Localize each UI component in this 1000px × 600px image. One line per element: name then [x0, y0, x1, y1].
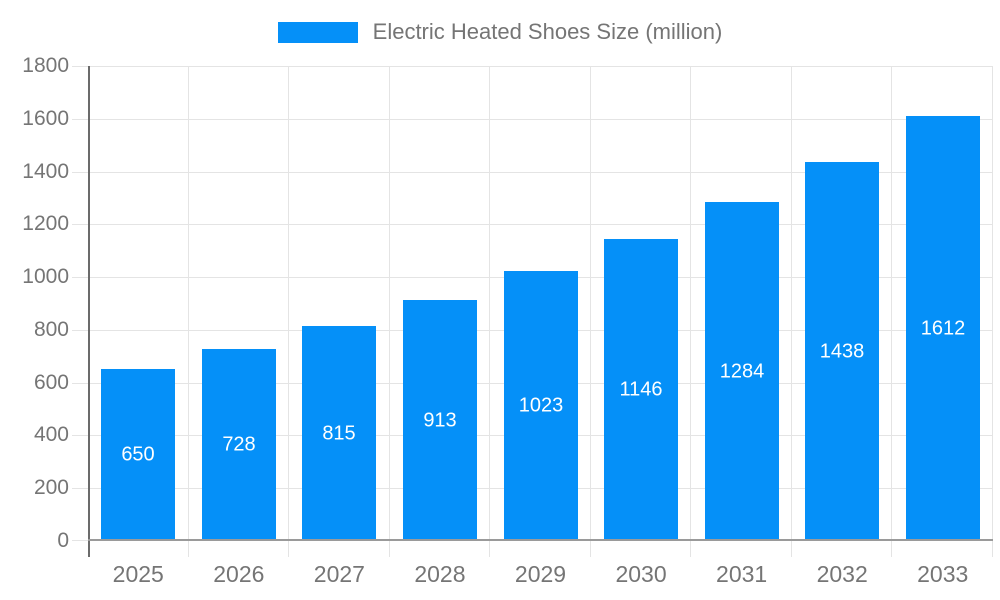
x-tick-label: 2029 — [514, 561, 567, 587]
bar: 815 — [302, 326, 376, 541]
bar-value-label: 1612 — [920, 317, 966, 339]
bar: 1146 — [604, 239, 678, 541]
v-gridline — [992, 66, 993, 557]
bar: 650 — [101, 369, 175, 541]
h-gridline — [72, 171, 993, 173]
bar-value-label: 913 — [423, 409, 457, 431]
v-gridline — [489, 66, 490, 557]
y-tick-label: 1800 — [22, 54, 69, 77]
legend-swatch — [277, 21, 358, 43]
y-tick-label: 1600 — [22, 106, 69, 130]
bar: 913 — [403, 300, 477, 541]
x-axis-labels: 2025 2026 2027 2028 2029 2030 2031 2032 2033 — [88, 553, 993, 593]
plot-area: 650 728 815 913 1023 1146 1284 1438 1612 — [72, 66, 993, 557]
y-tick-label: 400 — [33, 423, 69, 447]
x-tick-label: 2030 — [615, 561, 667, 587]
bar: 728 — [202, 349, 276, 541]
y-axis-line — [88, 66, 90, 557]
bar-value-label: 728 — [222, 433, 256, 456]
x-tick-label: 2025 — [112, 561, 164, 587]
legend-label: Electric Heated Shoes Size (million) — [372, 19, 723, 44]
v-gridline — [389, 66, 390, 557]
x-tick-label: 2031 — [716, 561, 768, 587]
y-axis-labels: 0 200 400 600 800 1000 1200 1400 1600 1800 — [0, 54, 69, 552]
y-tick-label: 1200 — [22, 212, 69, 236]
v-gridline — [188, 66, 189, 557]
bar-value-label: 650 — [121, 443, 155, 466]
legend: Electric Heated Shoes Size (million) — [0, 18, 1000, 46]
v-gridline — [590, 66, 591, 557]
v-gridline — [791, 66, 792, 557]
x-tick-label: 2028 — [414, 561, 466, 587]
bar: 1438 — [805, 162, 879, 541]
bar-value-label: 1146 — [619, 378, 663, 401]
bar: 1023 — [504, 271, 578, 541]
h-gridline — [72, 66, 993, 67]
x-tick-label: 2026 — [213, 561, 265, 587]
v-gridline — [891, 66, 892, 557]
v-gridline — [288, 66, 289, 557]
bar-value-label: 1284 — [719, 360, 765, 382]
bar-value-label: 1023 — [518, 394, 564, 417]
x-tick-label: 2027 — [313, 561, 365, 587]
x-axis-line — [88, 539, 993, 541]
h-gridline — [72, 118, 993, 120]
y-tick-label: 1000 — [22, 265, 69, 289]
bar: 1612 — [906, 116, 980, 541]
bar-value-label: 1438 — [819, 340, 865, 362]
y-tick-label: 1400 — [22, 159, 69, 183]
h-gridline — [72, 224, 993, 226]
x-tick-label: 2033 — [917, 561, 969, 587]
v-gridline — [690, 66, 691, 557]
y-tick-label: 600 — [33, 370, 69, 394]
bar: 1284 — [705, 202, 779, 541]
y-tick-label: 800 — [33, 317, 69, 341]
x-tick-label: 2032 — [816, 561, 868, 587]
y-tick-label: 0 — [57, 529, 69, 552]
y-tick-label: 200 — [33, 476, 69, 500]
bar-value-label: 815 — [322, 422, 356, 444]
